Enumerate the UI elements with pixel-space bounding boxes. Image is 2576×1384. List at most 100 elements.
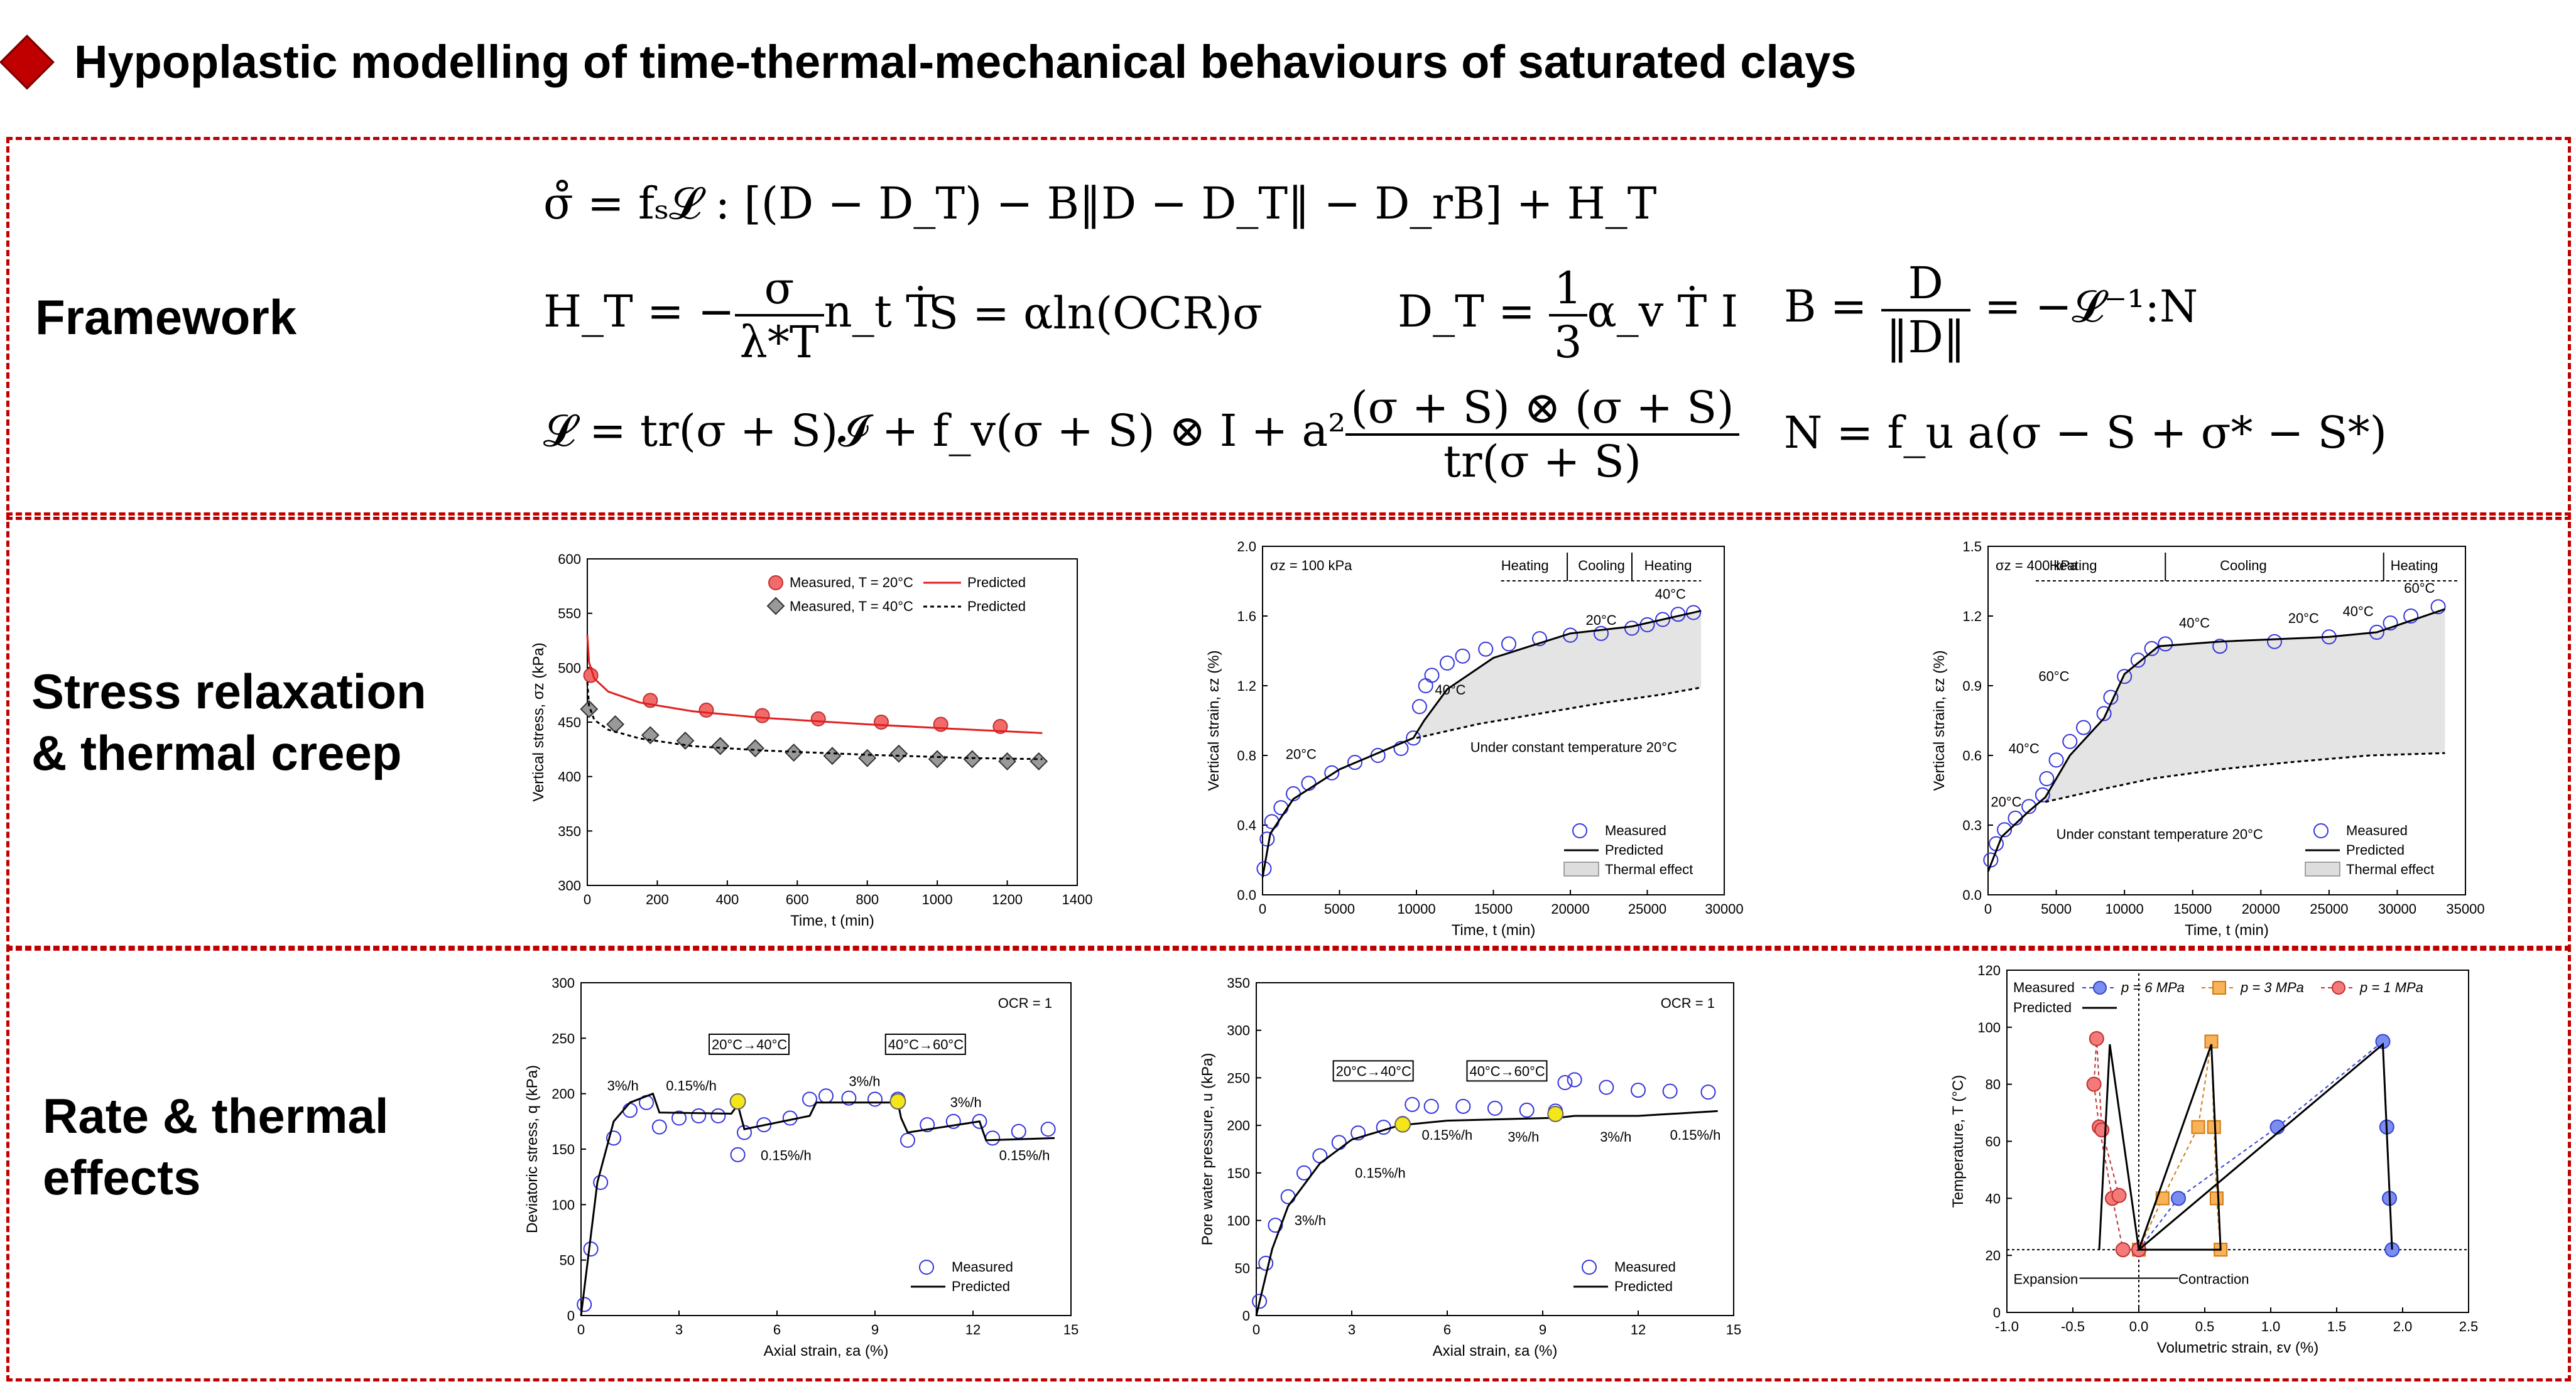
- legend-marker: [2332, 981, 2345, 995]
- x-tick-label: 0: [584, 892, 591, 907]
- annotation: Heating: [1501, 558, 1549, 573]
- legend-marker: [2212, 981, 2226, 995]
- y-axis-label: Vertical strain, εz (%): [1931, 650, 1948, 791]
- legend-marker: [766, 597, 785, 615]
- y-tick-label: 100: [552, 1197, 575, 1213]
- data-point: [858, 749, 877, 767]
- legend-label: Measured: [2013, 980, 2075, 995]
- equation-b: B = D ‖D‖ = −𝓛⁻¹:N: [1784, 257, 2198, 363]
- y-tick-label: 450: [558, 715, 581, 730]
- page-title: Hypoplastic modelling of time-thermal-me…: [74, 36, 1857, 88]
- annotation: Contraction: [2178, 1272, 2249, 1287]
- y-tick-label: 400: [558, 769, 581, 785]
- legend-marker: [1563, 862, 1599, 877]
- data-point: [2212, 639, 2228, 654]
- data-point: [2111, 1187, 2127, 1203]
- equation-l: 𝓛 = tr(σ + S)𝓘 + f_v(σ + S) ⊗ I + a² (σ +…: [543, 382, 1739, 487]
- annotation-box: [1466, 1060, 1548, 1082]
- data-point: [1997, 822, 2013, 838]
- transition-marker: [889, 1093, 906, 1110]
- data-point: [580, 700, 599, 718]
- annotation: OCR = 1: [1661, 995, 1715, 1011]
- header: Hypoplastic modelling of time-thermal-me…: [0, 18, 2576, 90]
- x-tick-label: 25000: [1628, 901, 1666, 917]
- x-tick-label: 20000: [2242, 901, 2280, 917]
- x-tick-label: 400: [715, 892, 739, 907]
- annotation: 3%/h: [607, 1078, 639, 1093]
- data-point: [874, 715, 889, 730]
- data-point: [2171, 1191, 2186, 1206]
- data-point: [698, 702, 714, 718]
- data-point: [992, 718, 1008, 734]
- x-axis-label: Time, t (min): [790, 912, 874, 929]
- y-tick-label: 100: [1977, 1020, 2001, 1035]
- data-point: [2267, 634, 2282, 649]
- eq-l-fraction: (σ + S) ⊗ (σ + S) tr(σ + S): [1345, 382, 1739, 487]
- data-point: [710, 1108, 726, 1123]
- data-point: [2158, 636, 2173, 652]
- x-tick-label: 15000: [1474, 901, 1513, 917]
- legend-marker: [2305, 862, 2340, 877]
- x-tick-label: 9: [871, 1322, 879, 1338]
- legend-label: Measured: [1605, 823, 1666, 838]
- data-point: [985, 1130, 1001, 1146]
- legend-label: Predicted: [1614, 1279, 1673, 1294]
- y-tick-label: 350: [1227, 975, 1250, 991]
- y-axis-label: Temperature, T (°C): [1950, 1075, 1967, 1208]
- y-tick-label: 350: [558, 823, 581, 839]
- data-point: [1519, 1102, 1535, 1118]
- y-tick-label: 200: [552, 1086, 575, 1102]
- legend-label: p = 1 MPa: [2359, 980, 2423, 995]
- data-point: [1594, 625, 1609, 641]
- y-tick-label: 1.2: [1237, 678, 1256, 694]
- eq-ht-fraction: σ λ*T: [734, 262, 824, 368]
- annotation: 3%/h: [1600, 1129, 1631, 1145]
- data-point: [641, 726, 660, 745]
- x-tick-label: 10000: [2106, 901, 2144, 917]
- eq-dt-rhs: α_v Ṫ I: [1587, 286, 1739, 337]
- x-tick-label: 3: [1348, 1322, 1356, 1338]
- annotation: 40°C: [2343, 603, 2374, 619]
- annotation: Cooling: [1578, 558, 1625, 573]
- data-point: [730, 1147, 746, 1162]
- data-point: [1631, 1083, 1646, 1098]
- annotation: 0.15%/h: [1670, 1127, 1721, 1143]
- data-point: [1011, 1123, 1026, 1139]
- series-line: [586, 681, 1043, 760]
- y-tick-label: 250: [552, 1030, 575, 1046]
- y-tick-label: 0.9: [1962, 678, 1982, 694]
- x-tick-label: 10000: [1397, 901, 1435, 917]
- annotation: 40°C: [1655, 586, 1686, 602]
- equation-s: S = αln(OCR)σ: [928, 288, 1263, 339]
- data-point: [2048, 752, 2064, 768]
- data-point: [867, 1091, 883, 1107]
- x-tick-label: 1.0: [2261, 1319, 2281, 1334]
- data-point: [2115, 1242, 2131, 1258]
- x-tick-label: 6: [1443, 1322, 1451, 1338]
- equation-ht: H_T = − σ λ*T n_t Ṫ: [543, 262, 935, 368]
- data-point: [1455, 1098, 1471, 1114]
- data-point: [1455, 648, 1470, 664]
- plot-frame: [1987, 546, 2466, 895]
- series-line: [580, 1092, 1055, 1316]
- data-point: [1040, 1122, 1056, 1137]
- annotation: 40°C: [1435, 682, 1465, 698]
- data-point: [1599, 1079, 1614, 1095]
- annotation: 0.15%/h: [999, 1148, 1050, 1164]
- x-tick-label: 3: [675, 1322, 683, 1338]
- series-line: [2098, 1042, 2393, 1251]
- thermal-effect-area: [1416, 610, 1702, 738]
- annotation: 40°C: [2179, 615, 2210, 631]
- annotation: 0.15%/h: [666, 1078, 717, 1093]
- y-axis-label: Pore water pressure, u (kPa): [1199, 1053, 1216, 1246]
- x-tick-label: 15: [1063, 1322, 1079, 1338]
- annotation: σz = 100 kPa: [1270, 558, 1352, 573]
- legend-label: Measured, T = 20°C: [790, 575, 913, 590]
- data-point: [2269, 1119, 2285, 1135]
- y-tick-label: 0.6: [1962, 748, 1982, 764]
- x-tick-label: 35000: [2446, 901, 2484, 917]
- data-point: [1296, 1165, 1312, 1181]
- annotation: 0.15%/h: [1355, 1165, 1406, 1181]
- annotation: 3%/h: [1295, 1213, 1326, 1228]
